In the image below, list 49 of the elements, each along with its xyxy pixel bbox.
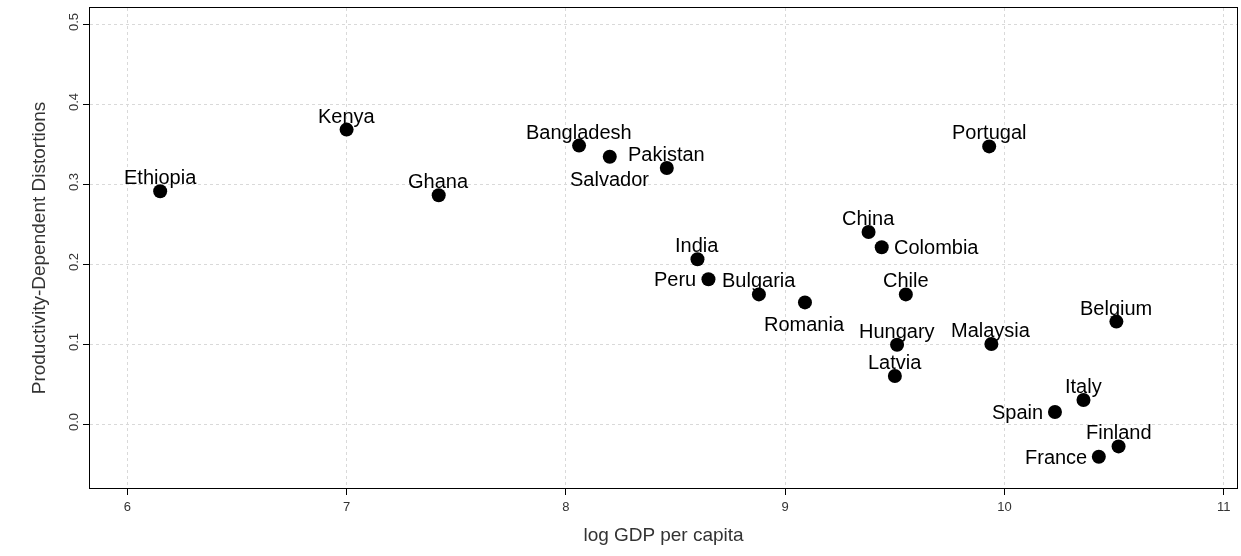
- annotation: Malaysia: [951, 319, 1031, 341]
- point: [1047, 405, 1062, 419]
- y-tick-label: 0.2: [65, 253, 81, 272]
- annotation: Belgium: [1080, 297, 1153, 319]
- annotation: Chile: [883, 269, 929, 291]
- annotation: China: [842, 207, 896, 229]
- annotation: India: [675, 234, 720, 256]
- annotation: Bangladesh: [526, 121, 632, 143]
- annotation: Ghana: [408, 170, 469, 192]
- annotation: Peru: [654, 268, 697, 290]
- y-axis-title: Productivity-Dependent Distortions: [27, 101, 49, 395]
- annotation: Finland: [1086, 421, 1152, 443]
- point: [898, 287, 913, 302]
- annotation: Pakistan: [628, 143, 705, 165]
- annotation: Portugal: [952, 121, 1027, 143]
- point: [887, 369, 902, 383]
- x-tick-label: 7: [342, 498, 351, 514]
- x-tick-label: 6: [123, 498, 131, 514]
- annotation: Ethiopia: [124, 166, 198, 188]
- annotation: Spain: [992, 401, 1044, 423]
- point: [602, 149, 617, 164]
- point: [431, 188, 446, 203]
- y-tick-label: 0.0: [65, 413, 81, 432]
- annotation: Salvador: [570, 168, 650, 190]
- y-tick-label: 0.5: [65, 13, 81, 32]
- point: [1091, 449, 1106, 464]
- point: [701, 272, 716, 287]
- point: [690, 252, 705, 267]
- x-tick-label: 11: [1217, 498, 1231, 514]
- x-tick-label: 9: [781, 498, 789, 514]
- y-tick-label: 0.3: [65, 173, 81, 192]
- point: [797, 295, 812, 310]
- annotation: Colombia: [894, 236, 980, 258]
- annotation: Latvia: [868, 351, 923, 373]
- point: [1111, 439, 1126, 454]
- annotation: Kenya: [318, 105, 376, 127]
- annotation: Hungary: [859, 320, 935, 342]
- point: [874, 240, 889, 255]
- x-tick-label: 10: [997, 498, 1012, 514]
- y-tick-label: 0.4: [65, 93, 81, 112]
- annotation: Romania: [764, 313, 845, 335]
- annotation: Bulgaria: [722, 269, 797, 291]
- point: [659, 161, 674, 175]
- y-tick-label: 0.1: [65, 333, 81, 352]
- annotation: Italy: [1065, 375, 1102, 397]
- x-tick-label: 8: [562, 498, 570, 514]
- point: [861, 225, 876, 239]
- annotation: France: [1025, 446, 1088, 468]
- x-axis-title: log GDP per capita: [583, 524, 745, 546]
